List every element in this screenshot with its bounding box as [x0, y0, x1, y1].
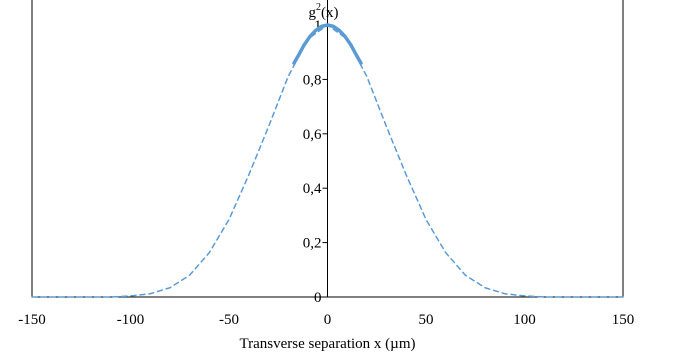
y-axis-title-sup: 2	[316, 2, 321, 13]
x-tick-label: -150	[18, 312, 46, 328]
x-tick-label: -100	[117, 312, 145, 328]
y-tick-label: 0,2	[303, 236, 322, 252]
y-tick-label: 1	[314, 18, 322, 34]
x-tick-label: 150	[612, 312, 635, 328]
y-axis-title-base: g	[309, 5, 317, 21]
y-tick-label: 0,4	[303, 181, 322, 197]
x-tick-label: 100	[513, 312, 536, 328]
x-tick-label: 0	[324, 312, 332, 328]
y-tick-label: 0,8	[303, 72, 322, 88]
series-group	[31, 23, 624, 298]
y-tick-labels: 0 0,2 0,4 0,6 0,8 1	[303, 18, 328, 306]
series-line-solid	[292, 23, 363, 65]
x-tick-label: -50	[219, 312, 239, 328]
y-axis-title: g2(x)	[309, 2, 339, 21]
y-tick-label: 0	[314, 290, 322, 306]
axes	[31, 0, 624, 298]
x-tick-label: 50	[419, 312, 434, 328]
y-axis-title-rest: (x)	[321, 5, 339, 21]
x-tick-labels: -150 -100 -50 0 50 100 150	[18, 312, 634, 328]
x-axis-title: Transverse separation x (µm)	[240, 336, 416, 352]
y-tick-label: 0,6	[303, 127, 322, 143]
